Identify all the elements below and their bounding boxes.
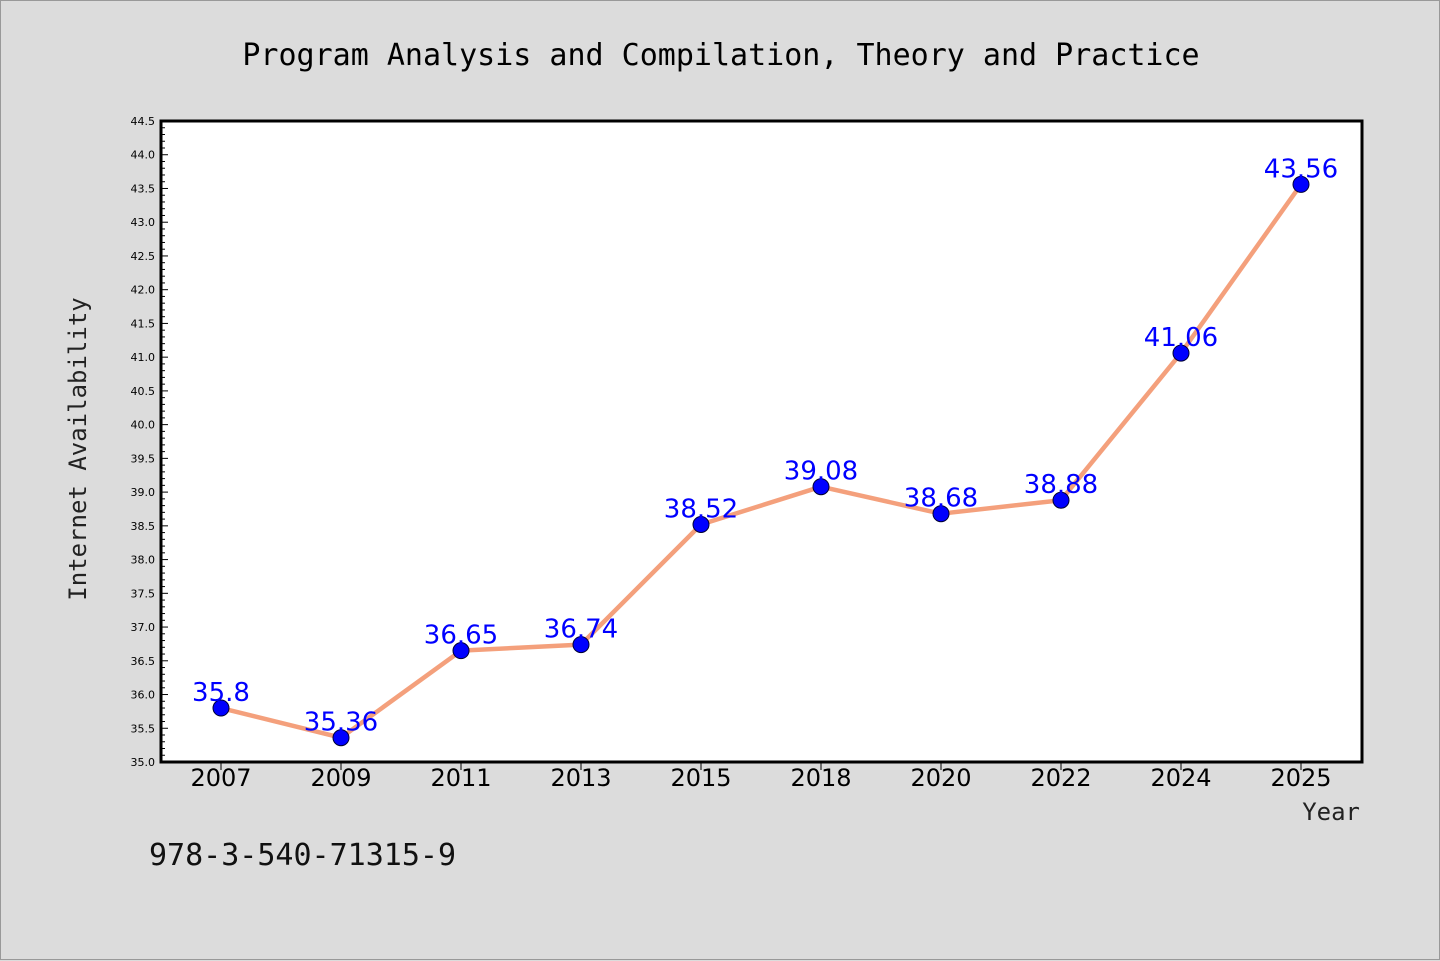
data-label: 36.65 [424,621,498,651]
data-label: 39.08 [784,457,858,487]
y-tick-label: 44.5 [131,115,156,128]
y-axis-label: Internet Availability [64,297,92,600]
data-label: 38.88 [1024,470,1098,500]
data-point-marker [1052,491,1070,509]
y-tick-label: 37.0 [131,621,156,634]
y-tick-label: 38.0 [131,554,156,567]
y-tick-label: 40.5 [131,385,156,398]
data-label: 35.8 [192,678,250,708]
y-tick-label: 41.0 [131,351,156,364]
x-axis: 2007 2009 2011 2013 2015 2018 2020 2022 2024 2025 [190,762,1332,792]
x-tick-label: 2018 [790,764,851,792]
data-point-marker [692,515,710,533]
series-line [220,183,1303,740]
y-tick-label: 35.5 [131,722,156,735]
y-tick-label: 40.0 [131,419,156,432]
x-tick-label: 2013 [550,764,611,792]
x-tick-label: 2007 [190,764,251,792]
data-point-marker [572,636,590,654]
y-tick-label: 43.0 [131,216,156,229]
y-tick-label: 39.5 [131,452,156,465]
data-label: 43.56 [1264,154,1338,184]
y-tick-label: 43.5 [131,182,156,195]
y-tick-label: 38.5 [131,520,156,533]
x-tick-label: 2024 [1150,764,1211,792]
isbn-footnote: 978-3-540-71315-9 [149,838,456,873]
y-tick-label: 36.0 [131,689,156,702]
y-tick-label: 44.0 [131,149,156,162]
x-tick-label: 2022 [1030,764,1091,792]
x-tick-label: 2011 [430,764,491,792]
y-tick-label: 41.5 [131,317,156,330]
x-tick-label: 2020 [910,764,971,792]
data-label: 36.74 [544,615,618,645]
data-point-marker [452,642,470,660]
x-tick-label: 2015 [670,764,731,792]
x-tick-label: 2009 [310,764,371,792]
data-label: 38.52 [664,494,738,524]
data-point-marker [212,699,230,717]
x-axis-label: Year [1302,798,1360,826]
data-point-marker [932,505,950,523]
data-point-marker [332,729,350,747]
y-tick-label: 35.0 [131,756,156,769]
y-axis: 35.0 35.5 36.0 36.5 37.0 37.5 38.0 38.5 39.0 39.5… [131,115,168,769]
y-tick-label: 42.0 [131,284,156,297]
plot-area [159,119,1364,764]
y-tick-label: 37.5 [131,587,156,600]
series-group: 35.8 35.36 36.65 36.74 38.52 39.08 38.68 38.88 4… [192,154,1338,747]
data-point-marker [1292,175,1310,193]
y-tick-label: 39.0 [131,486,156,499]
y-tick-label: 42.5 [131,250,156,263]
data-point-marker [1172,344,1190,362]
data-point-marker [812,478,830,496]
x-tick-label: 2025 [1270,764,1331,792]
chart-title: Program Analysis and Compilation, Theory… [242,38,1199,73]
y-tick-label: 36.5 [131,655,156,668]
data-label: 38.68 [904,484,978,514]
data-label: 35.36 [304,708,378,738]
data-label: 41.06 [1144,323,1218,353]
